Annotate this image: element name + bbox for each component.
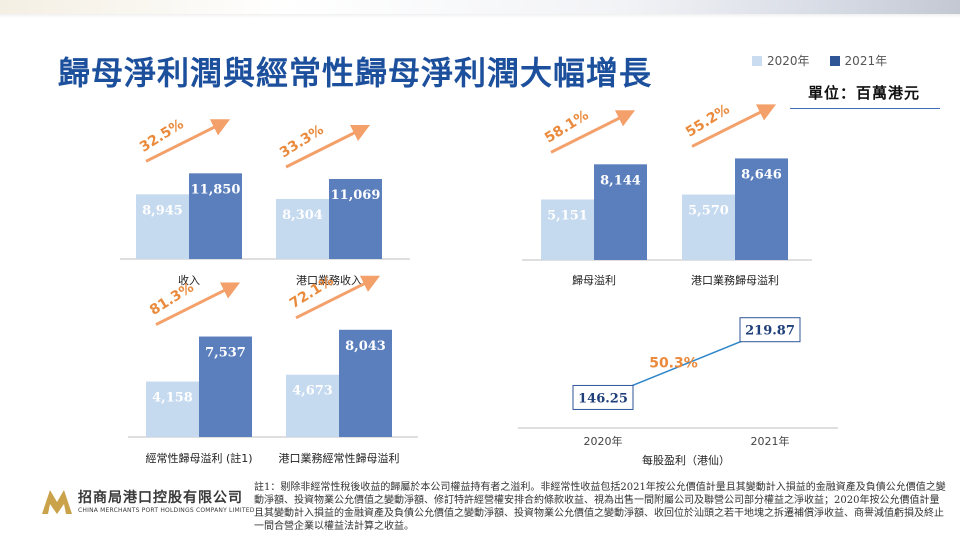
bar-2020 bbox=[682, 194, 735, 260]
legend: 2020年 2021年 bbox=[752, 52, 887, 69]
eps-x-label-2021: 2021年 bbox=[751, 434, 790, 448]
growth-arrow bbox=[550, 110, 636, 154]
bar-value-label-2020: 5,570 bbox=[688, 204, 729, 219]
growth-arrow bbox=[691, 104, 777, 148]
legend-item-2021: 2021年 bbox=[829, 52, 888, 69]
bar-value-label-2021: 8,646 bbox=[741, 167, 782, 182]
bar-2021 bbox=[329, 178, 382, 259]
company-logo: 招商局港口控股有限公司 CHINA MERCHANTS PORT HOLDING… bbox=[40, 484, 254, 524]
bar-value-label-2020: 4,158 bbox=[152, 391, 193, 406]
growth-label: 33.3% bbox=[277, 122, 327, 161]
bar-category-label: 歸母溢利 bbox=[572, 273, 616, 287]
bar-category-label: 港口業務經常性歸母溢利 bbox=[279, 451, 400, 465]
growth-arrow bbox=[155, 282, 241, 326]
eps-x-label-2020: 2020年 bbox=[584, 434, 623, 448]
growth-label: 55.2% bbox=[683, 101, 733, 140]
eps-value-box-2020 bbox=[572, 384, 634, 410]
bar-value-label-2021: 11,069 bbox=[331, 188, 381, 203]
bar-value-label-2020: 8,945 bbox=[142, 203, 183, 218]
growth-label: 32.5% bbox=[137, 116, 187, 155]
bar-2020 bbox=[541, 199, 594, 260]
slide-title: 歸母淨利潤與經常性歸母淨利潤大幅增長 bbox=[58, 54, 653, 92]
bar-value-label-2021: 8,144 bbox=[600, 173, 641, 188]
eps-value-box-2021 bbox=[739, 317, 801, 343]
bar-2020 bbox=[276, 198, 329, 259]
legend-item-2020: 2020年 bbox=[752, 52, 810, 69]
bar-category-label: 經常性歸母溢利 (註1) bbox=[145, 451, 252, 465]
bar-2020 bbox=[146, 381, 199, 437]
eps-chart-title: 每股盈利（港仙） bbox=[642, 453, 730, 467]
eps-value-label-2020: 146.25 bbox=[578, 391, 628, 406]
top-decorative-band bbox=[0, 0, 960, 14]
bar-category-label: 港口業務歸母溢利 bbox=[691, 273, 779, 287]
bar-2021 bbox=[735, 158, 788, 260]
legend-label-2021: 2021年 bbox=[844, 54, 888, 68]
unit-underline bbox=[790, 108, 940, 109]
bar-2021 bbox=[594, 164, 647, 260]
bar-value-label-2021: 7,537 bbox=[205, 346, 246, 361]
company-logo-mark bbox=[42, 490, 72, 514]
bar-category-label: 港口業務收入 bbox=[296, 273, 362, 287]
bar-2020 bbox=[136, 194, 189, 259]
bar-value-label-2020: 8,304 bbox=[282, 208, 323, 223]
bar-2021 bbox=[339, 329, 392, 437]
bar-value-label-2021: 8,043 bbox=[345, 339, 386, 354]
unit-label: 單位：百萬港元 bbox=[808, 84, 921, 102]
legend-swatch-2021 bbox=[829, 55, 840, 66]
growth-arrow bbox=[295, 275, 381, 320]
bar-category-label: 收入 bbox=[178, 273, 200, 287]
bar-2020 bbox=[286, 374, 339, 437]
company-logo-name: 招商局港口控股有限公司 bbox=[78, 490, 243, 506]
legend-label-2020: 2020年 bbox=[767, 54, 810, 68]
legend-swatch-2020 bbox=[752, 55, 762, 66]
growth-arrow bbox=[145, 119, 231, 163]
growth-label: 58.1% bbox=[542, 107, 592, 146]
bar-value-label-2020: 4,673 bbox=[292, 384, 333, 399]
bar-value-label-2020: 5,151 bbox=[547, 208, 588, 223]
bar-2021 bbox=[189, 173, 242, 259]
growth-label: 81.3% bbox=[147, 279, 197, 318]
bar-value-label-2021: 11,850 bbox=[191, 182, 241, 197]
footnote: 註1：剔除非經常性稅後收益的歸屬於本公司權益持有者之溢利。非經常性收益包括202… bbox=[254, 482, 946, 532]
top-band-shadow bbox=[0, 14, 960, 18]
eps-growth-label: 50.3% bbox=[649, 355, 698, 371]
company-logo-subtitle: CHINA MERCHANTS PORT HOLDINGS COMPANY LI… bbox=[78, 507, 255, 514]
growth-arrow bbox=[285, 124, 371, 169]
eps-value-label-2021: 219.87 bbox=[745, 324, 795, 339]
bar-2021 bbox=[199, 336, 252, 437]
